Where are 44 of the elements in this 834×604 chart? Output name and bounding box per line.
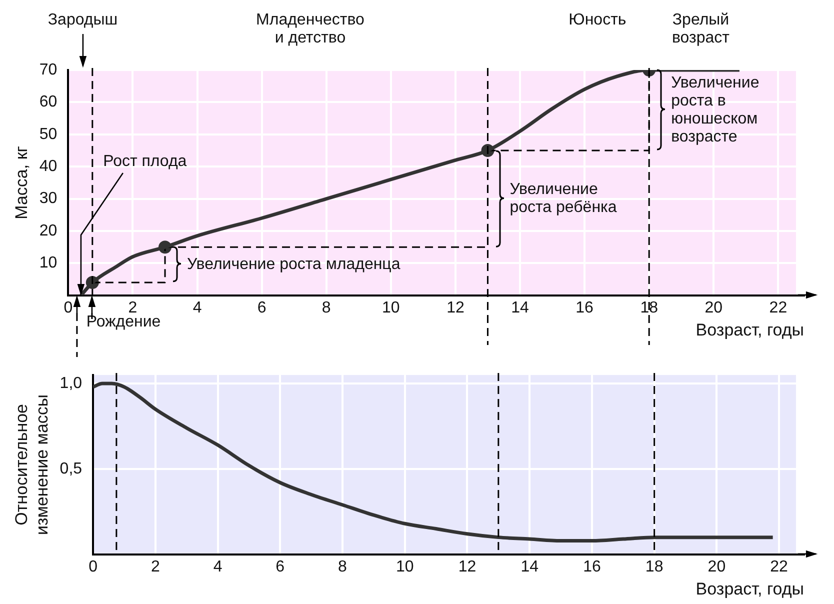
y-tick-label: 20 <box>39 222 58 240</box>
x-tick-label: 18 <box>640 299 658 316</box>
y-axis-title: Масса, кг <box>12 146 31 220</box>
x-tick-label: 14 <box>511 299 530 316</box>
x-tick-label: 18 <box>645 558 664 576</box>
y-tick-label: 60 <box>39 94 58 111</box>
x-tick-label: 10 <box>382 299 400 316</box>
text: Зрелый возраст <box>672 11 730 46</box>
y-tick-label: 10 <box>39 254 58 272</box>
y-tick-label: 0,5 <box>60 460 82 478</box>
y-axis-title: Относительное изменение массы <box>12 394 52 536</box>
text: Зародыш <box>48 11 118 28</box>
x-tick-label: 10 <box>396 558 414 576</box>
x-tick-label: 20 <box>708 558 726 576</box>
x-tick-label: 8 <box>322 299 331 316</box>
annotation: Увеличение роста в юношеском возрасте <box>671 74 760 146</box>
x-tick-label: 14 <box>520 558 539 576</box>
x-tick-label: 20 <box>704 299 723 316</box>
y-tick-label: 1,0 <box>60 374 82 392</box>
y-tick-label: 50 <box>39 126 58 143</box>
text: Юность <box>568 11 626 28</box>
x-tick-label: 0 <box>88 558 98 576</box>
x-tick-label: 22 <box>770 558 788 576</box>
annotation: Рост плода <box>103 152 187 170</box>
y-tick-label: 70 <box>39 61 58 78</box>
annotation: Увеличение роста ребёнка <box>510 181 617 216</box>
x-tick-label: 16 <box>576 299 594 316</box>
x-tick-label: 0 <box>64 299 73 316</box>
x-tick-label: 6 <box>276 558 285 576</box>
x-axis-title: Возраст, годы <box>696 579 804 598</box>
text: Младенчество и детство <box>256 11 365 46</box>
x-tick-label: 12 <box>446 299 464 316</box>
annotation: Увеличение роста младенца <box>187 256 400 274</box>
x-tick-label: 4 <box>213 558 222 576</box>
x-tick-label: 12 <box>458 558 476 576</box>
x-tick-label: 6 <box>257 299 266 316</box>
x-tick-label: 16 <box>583 558 601 576</box>
x-tick-label: 8 <box>338 558 348 576</box>
x-axis-title: Возраст, годы <box>696 320 804 340</box>
x-tick-label: 4 <box>192 299 202 316</box>
y-tick-label: 40 <box>39 158 58 176</box>
x-tick-label: 2 <box>150 558 160 576</box>
y-tick-label: 30 <box>39 190 58 208</box>
x-tick-label: 22 <box>769 299 788 316</box>
